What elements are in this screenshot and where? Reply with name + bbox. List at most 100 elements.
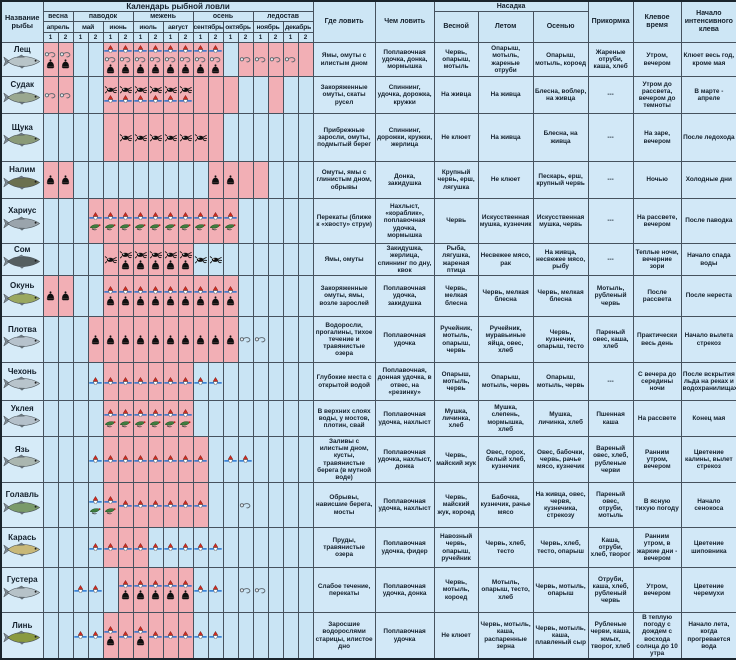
float-icon: [179, 454, 192, 463]
calendar-cell: [57, 527, 74, 569]
float-icon: [89, 585, 102, 593]
spinner-lure-icon: [164, 86, 177, 94]
calendar-cell-icons: [209, 376, 222, 387]
where-cell: Закоряженные омуты, скаты русел: [312, 76, 376, 114]
calendar-cell: [102, 527, 119, 569]
half-month-header: 1: [252, 32, 269, 43]
calendar-cell: [267, 435, 284, 484]
float-icon: [224, 211, 237, 220]
fish-image: [3, 542, 41, 557]
calendar-cell: [162, 42, 179, 77]
float-icon: [89, 454, 102, 463]
bite-time-column-header: Клевое время: [632, 0, 682, 43]
calendar-cell: [252, 275, 269, 317]
fly-lure-icon: [164, 223, 176, 230]
float-icon: [194, 211, 207, 220]
calendar-cell-icons: [149, 500, 162, 510]
calendar-cell-icons: [194, 500, 207, 510]
calendar-cell: [237, 161, 254, 199]
calendar-cell: [177, 362, 194, 401]
float-icon: [89, 211, 102, 220]
calendar-cell: [147, 527, 164, 569]
hook-icon: [194, 57, 206, 63]
calendar-cell-icons: [89, 376, 102, 387]
calendar-cell: [117, 567, 134, 614]
calendar-cell-icons: [74, 585, 87, 595]
calendar-cell: [87, 612, 104, 660]
spinner-lure-icon: [104, 255, 117, 264]
fish-image-wrap: [2, 585, 42, 605]
calendar-cell: [237, 362, 254, 401]
calendar-cell: [87, 275, 104, 317]
calendar-cell: [147, 567, 164, 614]
fish-image: [3, 334, 41, 349]
calendar-cell: [102, 400, 119, 437]
calendar-cell-icons: [239, 454, 252, 465]
float-icon: [89, 376, 102, 385]
fish-name: Уклея: [10, 403, 34, 413]
calendar-cell-icons: [179, 630, 192, 641]
autumn-cell: На живца, овес, червя, кузнечика, стреко…: [532, 482, 589, 529]
float-icon: [179, 409, 192, 417]
hook-icon: [59, 52, 71, 58]
bell-icon: [61, 175, 70, 185]
calendar-cell: [117, 42, 134, 77]
calendar-cell: [117, 243, 134, 276]
hook-icon: [179, 57, 191, 63]
time-cell: Практически весь день: [632, 316, 682, 363]
calendar-cell: [42, 161, 59, 199]
calendar-cell: [282, 316, 299, 363]
float-icon: [179, 500, 192, 508]
calendar-cell-icons: [224, 286, 237, 306]
calendar-cell: [207, 275, 224, 317]
bell-icon: [91, 334, 100, 344]
calendar-cell: [207, 76, 224, 114]
bell-icon: [106, 635, 115, 645]
float-icon: [164, 542, 177, 551]
tackle-cell: Спиннинг, дорожки, кружки, жерлица: [374, 113, 435, 162]
calendar-cell: [192, 400, 209, 437]
half-month-header: 2: [87, 32, 104, 43]
calendar-cell: [42, 316, 59, 363]
bell-icon: [136, 590, 145, 600]
calendar-cell-icons: [194, 630, 207, 641]
calendar-cell: [237, 275, 254, 317]
float-icon: [104, 495, 117, 504]
calendar-cell: [42, 435, 59, 484]
float-icon: [149, 95, 162, 103]
month-header: май: [72, 21, 104, 33]
calendar-cell: [162, 482, 179, 529]
fish-image-wrap: [2, 216, 42, 236]
fly-lure-icon: [194, 223, 206, 230]
spring-cell: Червь, майский жук, короед: [433, 482, 479, 529]
half-month-header: 1: [192, 32, 209, 43]
calendar-cell: [297, 161, 314, 199]
bell-icon: [121, 259, 130, 269]
bell-icon: [181, 590, 190, 600]
float-icon: [104, 211, 117, 220]
fish-name: Язь: [14, 444, 30, 454]
fish-cell: Окунь: [0, 275, 44, 317]
calendar-cell-icons: [179, 45, 192, 74]
calendar-cell: [252, 567, 269, 614]
calendar-cell: [42, 362, 59, 401]
calendar-cell: [237, 316, 254, 363]
bell-icon: [46, 291, 55, 301]
calendar-cell: [72, 612, 89, 660]
hook-icon: [284, 57, 296, 63]
float-icon: [119, 630, 132, 639]
calendar-cell: [117, 198, 134, 244]
calendar-cell: [117, 482, 134, 529]
calendar-cell-icons: [224, 175, 237, 185]
calendar-cell: [192, 567, 209, 614]
where-cell: Водоросли, прогалины, тихое течение и тр…: [312, 316, 376, 363]
fish-image: [3, 216, 41, 231]
calendar-cell: [117, 362, 134, 401]
calendar-cell: [162, 316, 179, 363]
calendar-cell: [102, 612, 119, 660]
float-icon: [104, 45, 117, 53]
float-icon: [104, 376, 117, 385]
calendar-cell: [222, 362, 239, 401]
calendar-cell: [282, 362, 299, 401]
